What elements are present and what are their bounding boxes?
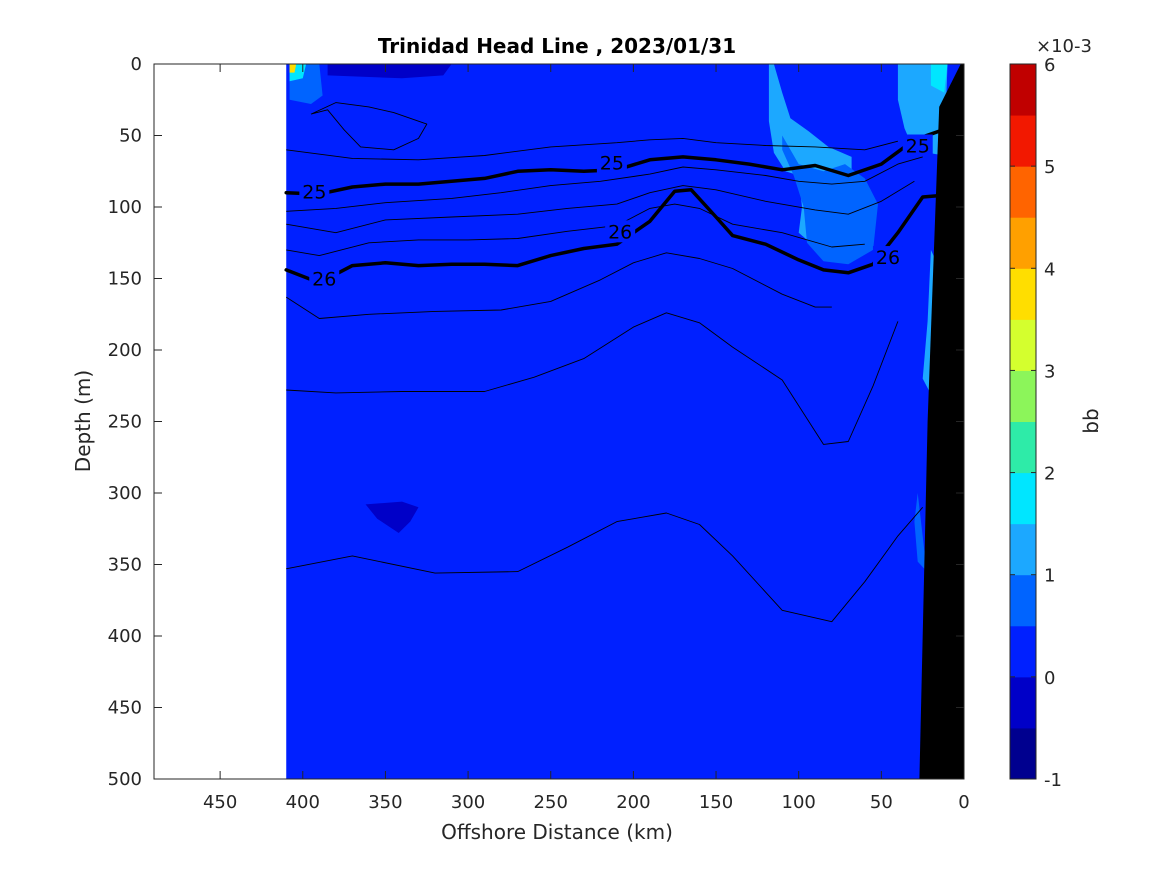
x-tick-label: 350	[368, 792, 402, 813]
contour-label-26: 26	[872, 246, 903, 269]
colorbar-segment	[1010, 676, 1036, 729]
colorbar-tick-label: 5	[1044, 157, 1055, 178]
colorbar: 6 5 4 3 2 1 0 -1	[1009, 55, 1062, 791]
colorbar-segment	[1010, 421, 1036, 474]
y-axis-label: Depth (m)	[71, 370, 95, 472]
anomaly-patch	[914, 493, 931, 576]
contour-label-text: 26	[876, 247, 900, 269]
thin-contour-line	[286, 137, 899, 161]
colorbar-multiplier: ×10-3	[1036, 36, 1092, 57]
colorbar-tick-label: -1	[1044, 770, 1062, 791]
y-tick-label: 150	[108, 269, 142, 290]
contour-label-text: 26	[312, 269, 336, 291]
x-tick-label: 100	[782, 792, 816, 813]
y-tick-label: 350	[108, 555, 142, 576]
colorbar-segment	[1010, 574, 1036, 627]
x-tick-label: 400	[286, 792, 320, 813]
colorbar-tick-label: 2	[1044, 464, 1055, 485]
x-axis: 450 400 350 300 250 200 150 100 50 0	[203, 64, 970, 813]
plot-area: 25 25 25 26 26 26	[284, 64, 964, 779]
colorbar-frame	[1009, 63, 1037, 780]
contour-label-26: 26	[605, 220, 636, 243]
colorbar-segment	[1010, 115, 1036, 167]
thin-contour-line	[286, 180, 915, 234]
x-tick-label: 0	[958, 792, 969, 813]
anomaly-patch	[327, 64, 452, 79]
chart-title: Trinidad Head Line , 2023/01/31	[378, 34, 736, 58]
thin-contour-line	[310, 102, 428, 151]
contour-label-25: 25	[299, 180, 330, 203]
y-tick-label: 250	[108, 412, 142, 433]
y-axis: 0 50 100 150 200 250 300 350 400 450 500	[108, 54, 964, 790]
colorbar-segment	[1010, 64, 1036, 116]
colorbar-segment	[1010, 217, 1036, 269]
colorbar-segment	[1010, 625, 1036, 678]
x-axis-label: Offshore Distance (km)	[441, 820, 673, 844]
x-tick-label: 300	[451, 792, 485, 813]
isopycnal-25-line	[284, 128, 950, 196]
y-tick-label: 400	[108, 626, 142, 647]
anomaly-patch	[289, 64, 297, 73]
x-tick-label: 450	[203, 792, 237, 813]
y-tick-label: 500	[108, 769, 142, 790]
colorbar-segment	[1010, 319, 1036, 371]
contour-label-25: 25	[902, 134, 933, 158]
contour-label-26: 26	[309, 267, 340, 291]
x-tick-label: 150	[699, 792, 733, 813]
x-tick-label: 50	[870, 792, 893, 813]
y-tick-label: 450	[108, 698, 142, 719]
colorbar-segment	[1010, 472, 1036, 525]
contour-label-text: 25	[302, 181, 326, 203]
thin-contour-line	[285, 252, 832, 319]
colorbar-segment	[1010, 727, 1036, 780]
y-tick-label: 200	[108, 340, 142, 361]
thin-contour-line	[286, 312, 899, 445]
contour-label-text: 25	[906, 136, 930, 158]
colorbar-tick-label: 4	[1044, 259, 1055, 280]
colorbar-segment	[1010, 523, 1036, 576]
contour-label-25: 25	[596, 151, 627, 175]
bathymetry-mask	[919, 64, 964, 779]
colorbar-tick-label: 3	[1044, 361, 1055, 382]
colorbar-tick-label: 6	[1044, 55, 1055, 76]
x-tick-label: 250	[534, 792, 568, 813]
contour-label-text: 25	[600, 153, 624, 175]
colorbar-tick-label: 0	[1044, 668, 1055, 689]
anomaly-patch	[930, 64, 948, 93]
thin-contour-line	[286, 156, 923, 212]
colorbar-label: bb	[1079, 408, 1103, 433]
contour-label-text: 26	[608, 221, 632, 243]
y-tick-label: 50	[119, 126, 142, 147]
y-tick-label: 300	[108, 483, 142, 504]
colorbar-segment	[1010, 370, 1036, 422]
colorbar-segment	[1010, 166, 1036, 218]
y-tick-label: 0	[131, 54, 142, 75]
anomaly-patch	[365, 501, 419, 533]
colorbar-segment	[1010, 268, 1036, 320]
x-tick-label: 200	[616, 792, 650, 813]
colorbar-tick-label: 1	[1044, 566, 1055, 587]
thin-contour-line	[286, 507, 924, 623]
y-tick-label: 100	[108, 197, 142, 218]
